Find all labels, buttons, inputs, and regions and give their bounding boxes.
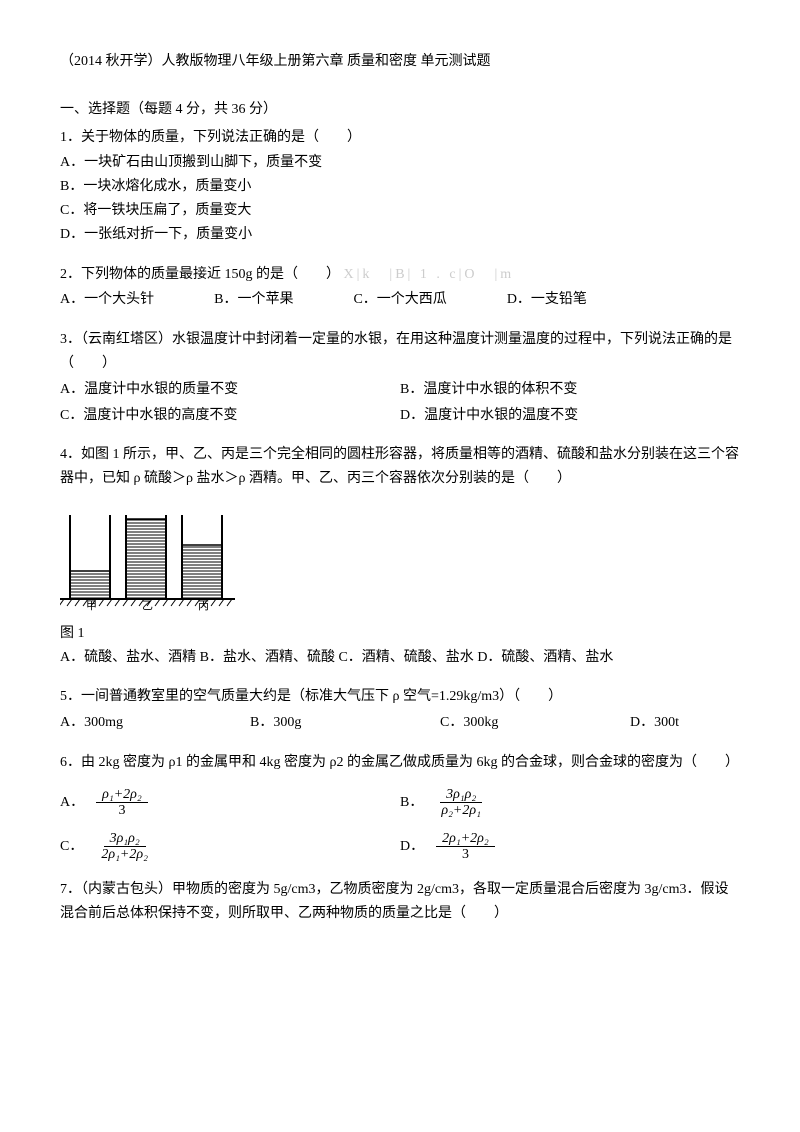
q3-opt-b: B．温度计中水银的体积不变 [400,378,740,402]
question-7: 7．（内蒙古包头）甲物质的密度为 5g/cm3，乙物质密度为 2g/cm3，各取… [60,878,740,926]
q6-opt-a: A． ρ₁+2ρ₂ 3 [60,787,400,819]
exam-title: （2014 秋开学）人教版物理八年级上册第六章 质量和密度 单元测试题 [60,50,740,74]
question-5: 5．一间普通教室里的空气质量大约是（标准大气压下 ρ 空气=1.29kg/m3）… [60,685,740,735]
q6-b-den: ρ₂+2ρ₁ [435,803,487,818]
question-6: 6．由 2kg 密度为 ρ1 的金属甲和 4kg 密度为 ρ2 的金属乙做成质量… [60,751,740,862]
q4-diagram-svg: 甲乙丙 [60,501,235,611]
q3-opt-d: D．温度计中水银的温度不变 [400,404,740,428]
q5-opt-a: A．300mg [60,711,190,735]
q4-opt-a: A．硫酸、盐水、酒精 [60,650,196,665]
q3-opt-c: C．温度计中水银的高度不变 [60,404,400,428]
q4-figure: 甲乙丙 [60,501,740,620]
q5-opt-c: C．300kg [440,711,570,735]
q6-a-den: 3 [112,803,131,818]
q4-opt-c: C．酒精、硫酸、盐水 [338,650,473,665]
svg-text:甲: 甲 [86,600,97,611]
section-1-header: 一、选择题（每题 4 分，共 36 分） [60,98,740,122]
svg-text:乙: 乙 [142,599,153,611]
q6-b-num: 3ρ₁ρ₂ [440,787,482,803]
question-3: 3．（云南红塔区）水银温度计中封闭着一定量的水银，在用这种温度计测量温度的过程中… [60,328,740,427]
q1-stem: 1．关于物体的质量，下列说法正确的是（ ） [60,126,740,150]
q6-d-den: 3 [456,847,475,862]
q6-d-num: 2ρ₁+2ρ₂ [436,831,495,847]
q6-c-den: 2ρ₁+2ρ₂ [95,847,154,862]
svg-text:丙: 丙 [198,600,209,611]
question-4: 4．如图 1 所示，甲、乙、丙是三个完全相同的圆柱形容器，将质量相等的酒精、硫酸… [60,443,740,669]
q2-gray-text: X|k |B| 1 . c|O |m [344,267,515,282]
q6-stem: 6．由 2kg 密度为 ρ1 的金属甲和 4kg 密度为 ρ2 的金属乙做成质量… [60,751,740,775]
q6-opt-d: D． 2ρ₁+2ρ₂ 3 [400,831,740,863]
q4-opt-b: B．盐水、酒精、硫酸 [200,650,335,665]
q2-opt-d: D．一支铅笔 [507,288,587,312]
q4-opt-d: D．硫酸、酒精、盐水 [477,650,613,665]
question-2: 2．下列物体的质量最接近 150g 的是（ ） X|k |B| 1 . c|O … [60,263,740,313]
q6-a-label: A． [60,791,84,815]
q3-opt-a: A．温度计中水银的质量不变 [60,378,400,402]
q2-opt-b: B．一个苹果 [214,288,293,312]
q6-a-num: ρ₁+2ρ₂ [96,787,148,803]
q3-stem: 3．（云南红塔区）水银温度计中封闭着一定量的水银，在用这种温度计测量温度的过程中… [60,328,740,376]
q2-opt-c: C．一个大西瓜 [353,288,446,312]
q7-stem: 7．（内蒙古包头）甲物质的密度为 5g/cm3，乙物质密度为 2g/cm3，各取… [60,878,740,926]
q1-opt-b: B．一块冰熔化成水，质量变小 [60,175,740,199]
q5-opt-b: B．300g [250,711,380,735]
q2-stem-text: 2．下列物体的质量最接近 150g 的是（ ） [60,267,340,282]
question-1: 1．关于物体的质量，下列说法正确的是（ ） A．一块矿石由山顶搬到山脚下，质量不… [60,126,740,247]
q4-caption: 图 1 [60,622,740,646]
q1-opt-c: C．将一铁块压扁了，质量变大 [60,199,740,223]
q5-stem: 5．一间普通教室里的空气质量大约是（标准大气压下 ρ 空气=1.29kg/m3）… [60,685,740,709]
q1-opt-d: D．一张纸对折一下，质量变小 [60,223,740,247]
q6-d-label: D． [400,835,424,859]
q6-c-label: C． [60,835,83,859]
q6-b-label: B． [400,791,423,815]
q4-stem: 4．如图 1 所示，甲、乙、丙是三个完全相同的圆柱形容器，将质量相等的酒精、硫酸… [60,443,740,491]
q2-opt-a: A．一个大头针 [60,288,154,312]
q5-opt-d: D．300t [630,711,679,735]
q6-opt-c: C． 3ρ₁ρ₂ 2ρ₁+2ρ₂ [60,831,400,863]
q1-opt-a: A．一块矿石由山顶搬到山脚下，质量不变 [60,151,740,175]
q6-opt-b: B． 3ρ₁ρ₂ ρ₂+2ρ₁ [400,787,740,819]
q2-stem: 2．下列物体的质量最接近 150g 的是（ ） X|k |B| 1 . c|O … [60,263,740,287]
q6-c-num: 3ρ₁ρ₂ [104,831,146,847]
